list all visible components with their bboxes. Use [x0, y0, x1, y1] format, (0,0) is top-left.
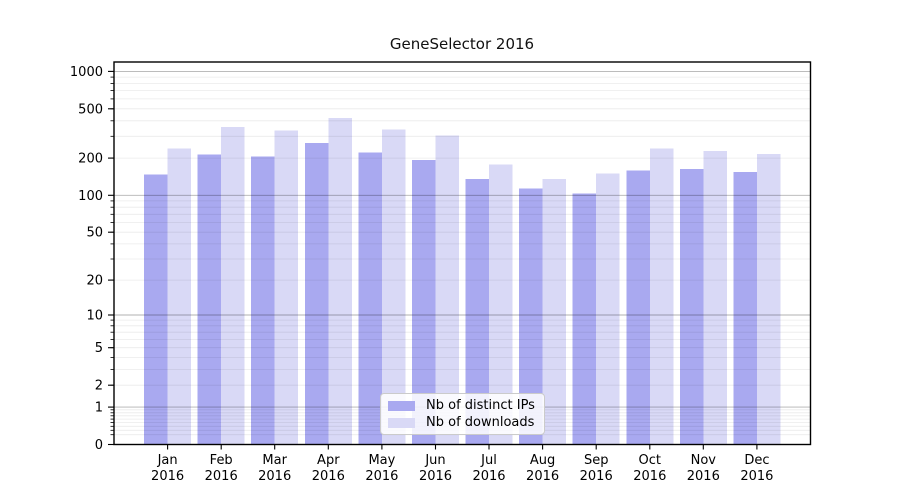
x-tick-year-mar: 2016: [258, 469, 291, 484]
bar-oct-downloads: [649, 148, 674, 445]
y-tick-label: 1: [95, 401, 103, 416]
bar-mar-distinct-ips: [251, 156, 275, 445]
y-tick-label: 2: [95, 379, 103, 394]
bar-jun-downloads: [435, 135, 459, 445]
x-tick-year-sep: 2016: [580, 469, 613, 484]
bar-jan-distinct-ips: [144, 174, 168, 445]
bar-oct-distinct-ips: [626, 170, 650, 445]
y-tick-label: 5: [95, 341, 103, 356]
y-tick-label: 20: [86, 274, 103, 289]
x-tick-year-jan: 2016: [151, 469, 184, 484]
y-tick-label: 200: [78, 152, 103, 167]
bar-apr-distinct-ips: [304, 142, 329, 445]
legend-swatch-distinct-ips: [388, 400, 415, 411]
bar-jan-downloads: [167, 148, 192, 445]
bar-feb-distinct-ips: [197, 154, 222, 445]
bar-jun-distinct-ips: [412, 160, 436, 445]
bar-dec-distinct-ips: [733, 171, 757, 445]
x-tick-label-oct: Oct: [639, 453, 661, 468]
bar-jul-downloads: [489, 164, 513, 445]
bar-apr-downloads: [328, 118, 352, 445]
x-tick-label-sep: Sep: [584, 453, 609, 468]
plot-border: [113, 61, 812, 446]
bar-may-downloads: [381, 129, 406, 445]
x-tick-label-aug: Aug: [530, 453, 555, 468]
y-tick-label: 0: [95, 438, 103, 453]
y-tick-label: 500: [78, 102, 103, 117]
legend-label-distinct-ips: Nb of distinct IPs: [426, 398, 535, 413]
y-tick-label: 10: [86, 309, 103, 324]
x-tick-year-feb: 2016: [205, 469, 238, 484]
legend-label-downloads: Nb of downloads: [426, 415, 535, 430]
chart-title: GeneSelector 2016: [389, 35, 535, 53]
bar-sep-distinct-ips: [572, 193, 597, 445]
x-tick-label-jul: Jul: [480, 453, 497, 468]
x-tick-year-jul: 2016: [472, 469, 505, 484]
bar-dec-downloads: [756, 154, 781, 445]
bar-aug-distinct-ips: [519, 188, 543, 445]
x-tick-label-jun: Jun: [424, 453, 445, 468]
chart-legend: Nb of distinct IPs Nb of downloads: [380, 393, 545, 435]
y-tick-label: 50: [86, 226, 103, 241]
bar-mar-downloads: [274, 130, 299, 445]
y-tick-label: 1000: [70, 65, 103, 80]
x-tick-year-aug: 2016: [526, 469, 559, 484]
x-tick-label-dec: Dec: [744, 453, 769, 468]
x-tick-label-feb: Feb: [210, 453, 233, 468]
bar-sep-downloads: [596, 173, 620, 445]
x-tick-year-oct: 2016: [633, 469, 666, 484]
bar-nov-downloads: [703, 151, 727, 445]
bar-nov-distinct-ips: [679, 169, 704, 445]
legend-row-downloads: Nb of downloads: [388, 416, 544, 429]
x-tick-label-apr: Apr: [317, 453, 340, 468]
legend-swatch-downloads: [388, 417, 415, 428]
x-tick-year-may: 2016: [365, 469, 398, 484]
x-tick-year-dec: 2016: [740, 469, 773, 484]
y-tick-label: 100: [78, 189, 103, 204]
bar-feb-downloads: [221, 127, 245, 445]
x-tick-label-jan: Jan: [157, 453, 178, 468]
x-tick-year-apr: 2016: [312, 469, 345, 484]
bar-jul-distinct-ips: [465, 178, 489, 445]
x-tick-label-may: May: [368, 453, 395, 468]
x-tick-label-mar: Mar: [262, 453, 287, 468]
x-tick-label-nov: Nov: [691, 453, 717, 468]
legend-row-distinct-ips: Nb of distinct IPs: [388, 399, 544, 412]
bar-aug-downloads: [542, 179, 567, 445]
x-tick-year-jun: 2016: [419, 469, 452, 484]
x-tick-year-nov: 2016: [687, 469, 720, 484]
bar-may-distinct-ips: [358, 152, 382, 445]
